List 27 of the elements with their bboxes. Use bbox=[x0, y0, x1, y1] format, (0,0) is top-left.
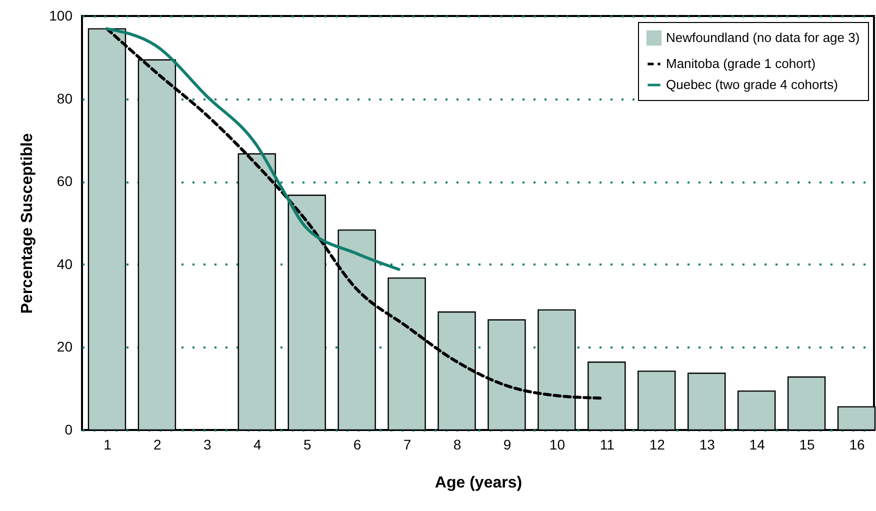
y-tick-label: 100 bbox=[49, 8, 73, 24]
x-tick-label: 2 bbox=[154, 436, 162, 452]
x-tick-label: 6 bbox=[353, 436, 362, 452]
x-axis-title: Age (years) bbox=[434, 474, 522, 492]
y-tick-label: 60 bbox=[56, 173, 73, 190]
x-tick-label: 9 bbox=[503, 436, 512, 452]
y-tick-label: 80 bbox=[56, 90, 73, 106]
y-tick-label: 40 bbox=[56, 256, 73, 272]
x-tick-label: 13 bbox=[699, 436, 716, 452]
x-tick-label: 3 bbox=[204, 436, 212, 452]
x-tick-label: 7 bbox=[403, 436, 412, 452]
y-tick-label: 20 bbox=[56, 338, 73, 355]
legend-label: Quebec (two grade 4 cohorts) bbox=[666, 77, 838, 92]
x-tick-label: 16 bbox=[849, 436, 866, 452]
x-tick-label: 8 bbox=[453, 436, 462, 452]
x-tick-label: 5 bbox=[303, 436, 312, 452]
y-tick-label: 0 bbox=[64, 422, 73, 438]
x-tick-label: 12 bbox=[649, 436, 666, 452]
legend-label: Manitoba (grade 1 cohort) bbox=[666, 56, 816, 71]
x-tick-label: 11 bbox=[600, 436, 615, 452]
y-axis-title: Percentage Susceptible bbox=[19, 133, 36, 314]
x-tick-label: 1 bbox=[104, 436, 112, 452]
x-tick-label: 4 bbox=[253, 436, 262, 452]
x-tick-label: 14 bbox=[749, 436, 766, 452]
legend-label: Newfoundland (no data for age 3) bbox=[666, 30, 860, 45]
x-tick-label: 10 bbox=[549, 436, 566, 452]
x-tick-label: 15 bbox=[799, 436, 816, 452]
